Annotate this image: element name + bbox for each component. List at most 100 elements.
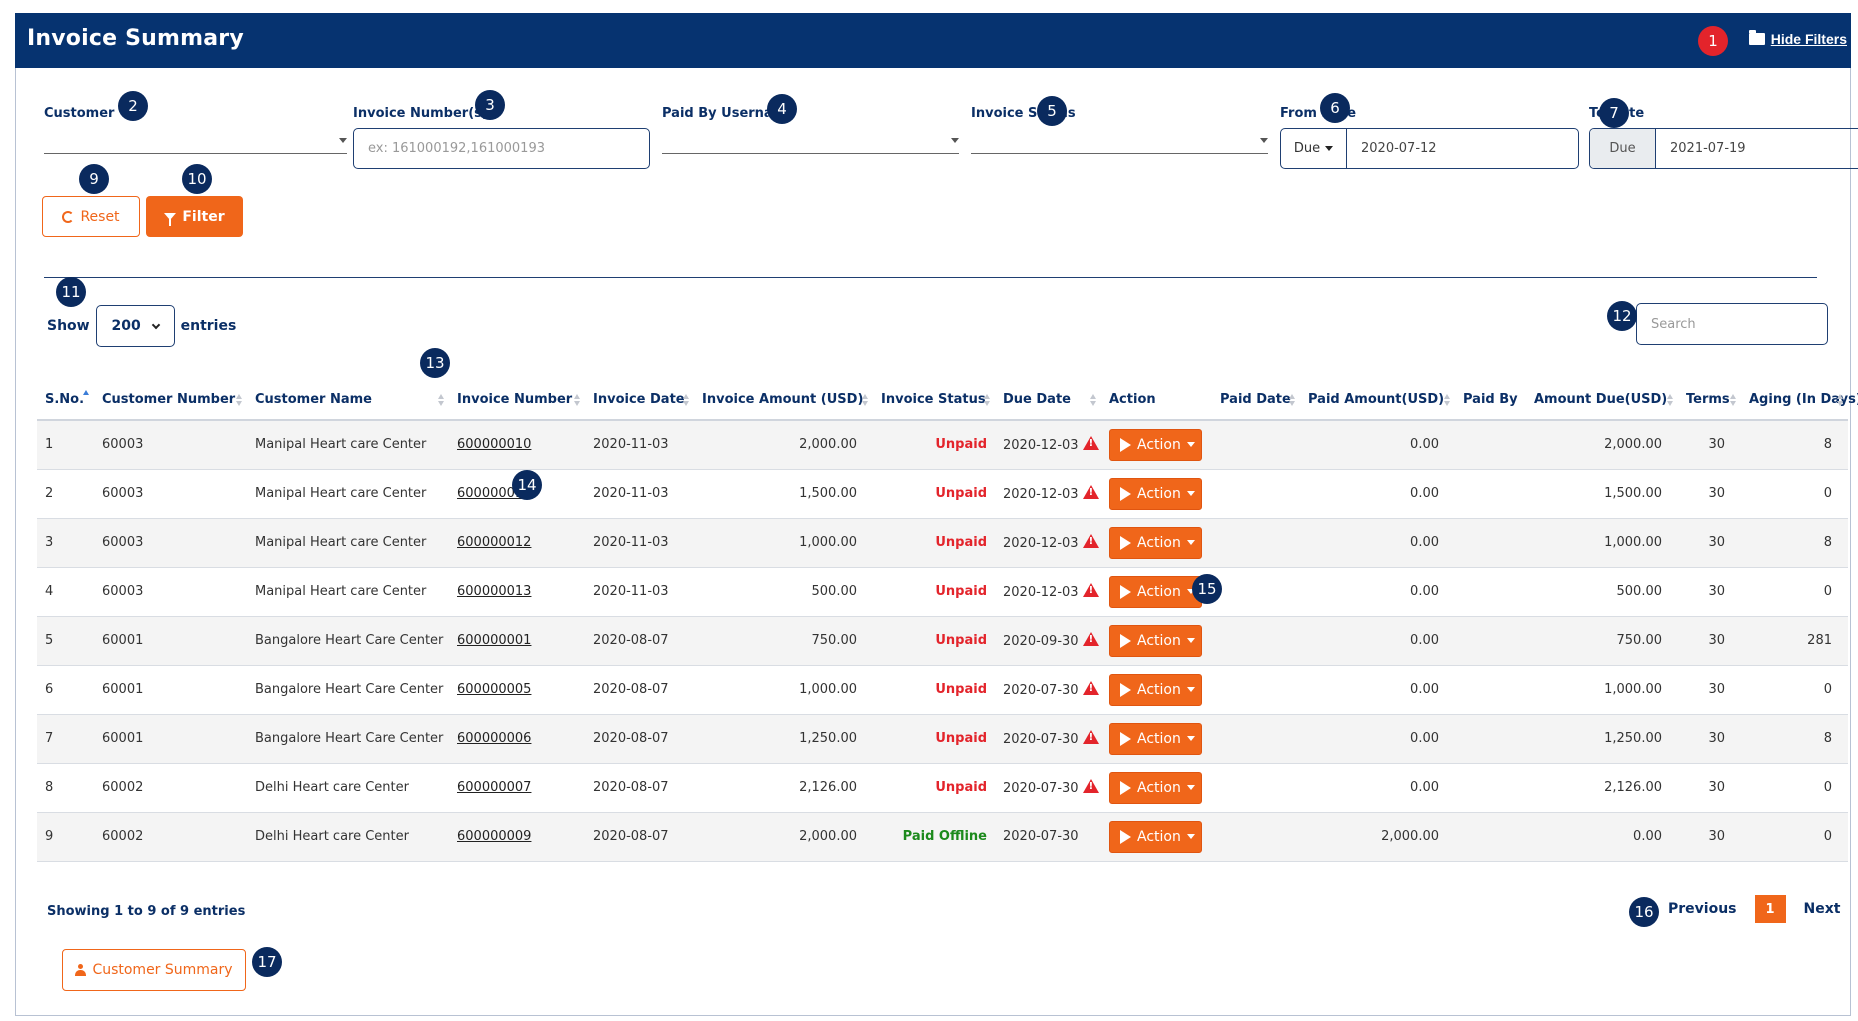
invoice-numbers-input[interactable] [354, 141, 649, 156]
col-header-invoice-amount[interactable]: Invoice Amount (USD) [694, 380, 873, 421]
caret-down-icon [1186, 785, 1195, 790]
cell-amount-due: 1,250.00 [1526, 714, 1678, 764]
play-icon [1120, 682, 1131, 697]
cell-invoice-date: 2020-08-07 [585, 763, 694, 813]
action-label: Action [1137, 779, 1181, 796]
col-header-sno[interactable]: S.No. [37, 380, 94, 421]
invoice-numbers-field[interactable] [353, 128, 650, 169]
cell-paid-by [1455, 420, 1526, 470]
action-dropdown-button[interactable]: Action [1109, 673, 1202, 706]
cell-invoice-status: Unpaid [873, 665, 995, 715]
cell-invoice-date: 2020-08-07 [585, 812, 694, 862]
previous-page-button[interactable]: Previous [1668, 901, 1737, 917]
cell-terms: 30 [1678, 665, 1741, 715]
hide-filters-link[interactable]: Hide Filters [1748, 30, 1847, 47]
to-date-input[interactable]: 2021-07-19 [1670, 141, 1746, 156]
sort-icon [1090, 394, 1097, 407]
entries-select[interactable]: 200 [95, 305, 175, 347]
cell-customer-name: Manipal Heart care Center [247, 469, 449, 519]
action-dropdown-button[interactable]: Action [1109, 526, 1202, 559]
cell-action: Action [1101, 812, 1212, 862]
col-header-aging[interactable]: Aging (In Days) [1741, 380, 1858, 421]
from-date-type-dropdown[interactable]: Due [1281, 129, 1347, 168]
col-header-customer-name[interactable]: Customer Name [247, 380, 449, 421]
cell-action: Action [1101, 714, 1212, 764]
customer-select[interactable] [44, 128, 347, 154]
from-date-input[interactable]: 2020-07-12 [1361, 141, 1437, 156]
cell-sno: 8 [37, 763, 94, 813]
customer-summary-label: Customer Summary [92, 962, 233, 978]
cell-due-date: 2020-12-03 [995, 420, 1101, 470]
sort-asc-icon [83, 390, 90, 403]
customer-summary-button[interactable]: Customer Summary [62, 949, 246, 991]
action-dropdown-button[interactable]: Action [1109, 771, 1202, 804]
invoice-number-link[interactable]: 600000013 [457, 584, 532, 599]
show-label: Show [47, 318, 90, 334]
cell-terms: 30 [1678, 714, 1741, 764]
cell-invoice-number: 600000012 [449, 518, 585, 568]
cell-paid-by [1455, 469, 1526, 519]
cell-invoice-amount: 500.00 [694, 567, 873, 617]
search-input[interactable] [1637, 316, 1827, 332]
cell-due-date: 2020-07-30 [995, 714, 1101, 764]
col-header-amount-due[interactable]: Amount Due(USD) [1526, 380, 1678, 421]
action-dropdown-button[interactable]: Action [1109, 428, 1202, 461]
paid-by-select[interactable] [662, 128, 959, 154]
cell-invoice-date: 2020-08-07 [585, 714, 694, 764]
sort-icon [862, 394, 869, 407]
action-dropdown-button[interactable]: Action [1109, 477, 1202, 510]
invoice-number-link[interactable]: 600000009 [457, 829, 532, 844]
cell-paid-date [1212, 469, 1300, 519]
action-dropdown-button[interactable]: Action [1109, 820, 1202, 853]
cell-aging: 8 [1741, 518, 1848, 568]
callout-badge: 3 [475, 90, 505, 120]
page-1-button[interactable]: 1 [1754, 895, 1786, 923]
cell-paid-date [1212, 518, 1300, 568]
invoice-number-link[interactable]: 600000007 [457, 780, 532, 795]
cell-sno: 6 [37, 665, 94, 715]
col-header-paid-by: Paid By [1455, 380, 1526, 421]
callout-badge: 6 [1320, 93, 1350, 123]
cell-due-date: 2020-07-30 [995, 812, 1101, 862]
page-frame [15, 13, 1851, 1016]
reset-label: Reset [80, 208, 120, 225]
reset-button[interactable]: Reset [42, 196, 140, 237]
action-label: Action [1137, 485, 1181, 502]
action-dropdown-button[interactable]: Action [1109, 575, 1202, 608]
sort-icon [1444, 394, 1451, 407]
col-header-paid-amount[interactable]: Paid Amount(USD) [1300, 380, 1455, 421]
cell-invoice-number: 600000001 [449, 616, 585, 666]
invoice-number-link[interactable]: 600000012 [457, 535, 532, 550]
cell-action: Action [1101, 518, 1212, 568]
cell-invoice-number: 600000009 [449, 812, 585, 862]
col-header-terms[interactable]: Terms [1678, 380, 1741, 421]
from-date-type: Due [1293, 141, 1321, 156]
invoice-number-link[interactable]: 600000006 [457, 731, 532, 746]
invoice-number-link[interactable]: 600000005 [457, 682, 532, 697]
invoice-number-link[interactable]: 600000001 [457, 633, 532, 648]
invoice-number-link[interactable]: 600000010 [457, 437, 532, 453]
invoice-table: S.No. Customer Number Customer Name Invo… [37, 380, 1858, 862]
filter-button[interactable]: Filter [146, 196, 243, 237]
invoice-status-select[interactable] [971, 128, 1268, 154]
cell-invoice-date: 2020-11-03 [585, 469, 694, 519]
action-dropdown-button[interactable]: Action [1109, 722, 1202, 755]
table-row: 1 60003 Manipal Heart care Center 600000… [37, 420, 1848, 470]
col-header-paid-date[interactable]: Paid Date [1212, 380, 1300, 421]
col-header-due-date[interactable]: Due Date [995, 380, 1101, 421]
sort-icon [1730, 394, 1737, 407]
cell-paid-date [1212, 616, 1300, 666]
col-header-customer-number[interactable]: Customer Number [94, 380, 247, 421]
cell-invoice-number: 600000005 [449, 665, 585, 715]
col-header-invoice-date[interactable]: Invoice Date [585, 380, 694, 421]
cell-aging: 0 [1741, 469, 1848, 519]
action-dropdown-button[interactable]: Action [1109, 624, 1202, 657]
col-header-invoice-number[interactable]: Invoice Number [449, 380, 585, 421]
col-header-invoice-status[interactable]: Invoice Status [873, 380, 995, 421]
search-field[interactable] [1636, 303, 1828, 345]
cell-action: Action [1101, 469, 1212, 519]
cell-paid-date [1212, 665, 1300, 715]
cell-invoice-date: 2020-08-07 [585, 665, 694, 715]
callout-badge: 14 [512, 470, 542, 500]
next-page-button[interactable]: Next [1803, 901, 1841, 917]
